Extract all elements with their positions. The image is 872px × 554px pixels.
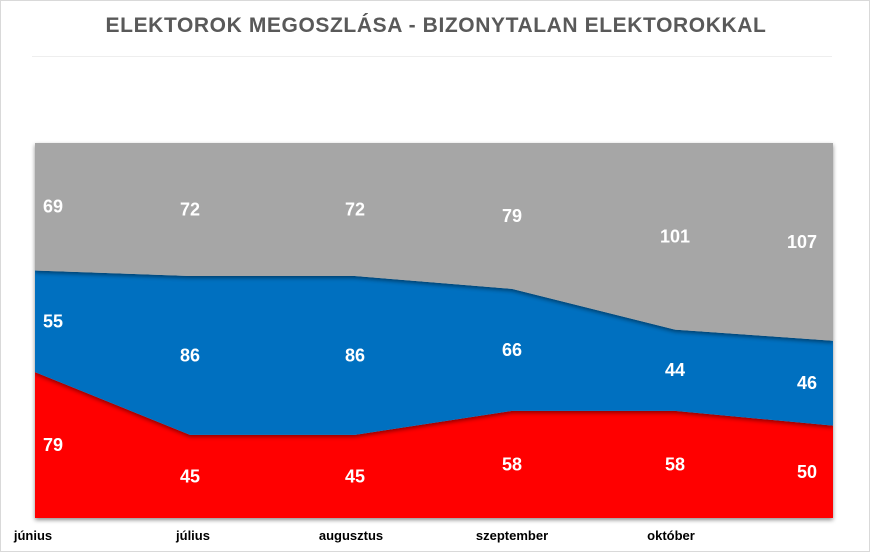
data-label: 107 (787, 232, 817, 252)
data-label: 66 (502, 340, 522, 360)
data-label: 72 (180, 200, 200, 220)
x-tick-label: augusztus (319, 528, 383, 543)
data-label: 45 (345, 466, 365, 486)
data-label: 50 (797, 462, 817, 482)
data-label: 72 (345, 200, 365, 220)
x-tick-label: október (647, 528, 695, 543)
title-divider (32, 56, 832, 57)
data-label: 86 (180, 345, 200, 365)
data-label: 79 (502, 206, 522, 226)
x-axis-ticks: június július augusztus szeptember október (13, 528, 695, 543)
data-label: 58 (665, 454, 685, 474)
data-label: 101 (660, 226, 690, 246)
data-label: 55 (43, 311, 63, 331)
series-area-3 (35, 143, 833, 341)
data-label: 58 (502, 454, 522, 474)
data-label: 45 (180, 466, 200, 486)
series-area-2 (35, 270, 833, 435)
x-tick-label: szeptember (476, 528, 548, 543)
series-area-1 (35, 372, 833, 518)
x-tick-label: július (175, 528, 210, 543)
data-labels: 79 45 45 58 58 50 55 86 86 66 44 46 69 72 72 79 101 107 (43, 197, 817, 487)
series-areas (35, 143, 833, 518)
data-label: 86 (345, 345, 365, 365)
data-label: 69 (43, 197, 63, 217)
data-label: 44 (665, 360, 685, 380)
data-label: 46 (797, 373, 817, 393)
x-tick-label: június (13, 528, 52, 543)
chart-title: ELEKTOROK MEGOSZLÁSA - BIZONYTALAN ELEKT… (105, 14, 767, 37)
data-label: 79 (43, 435, 63, 455)
